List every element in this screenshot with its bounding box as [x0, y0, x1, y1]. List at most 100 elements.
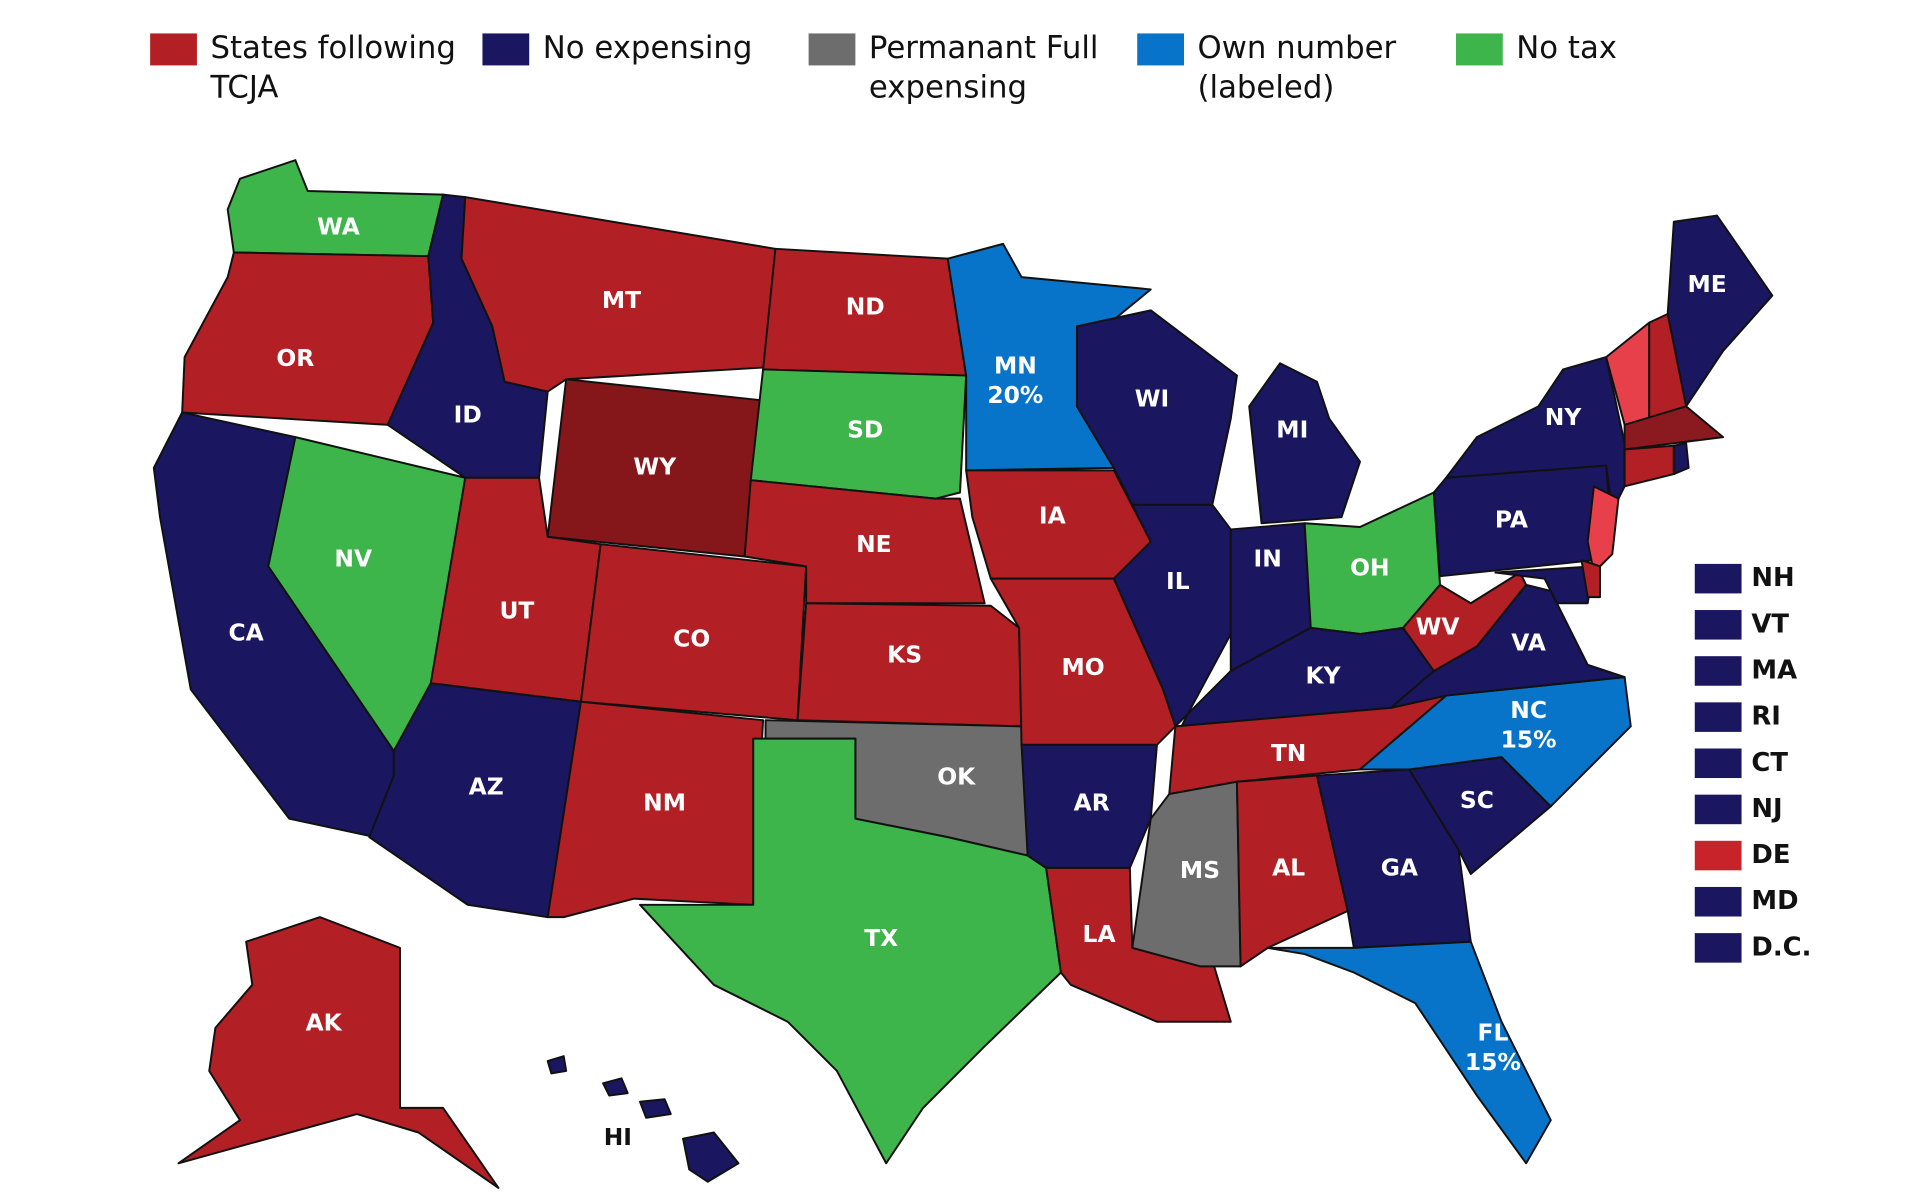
- state: [1248, 362, 1361, 525]
- small-state-label: CT: [1751, 748, 1788, 778]
- small-state-label: D.C.: [1751, 932, 1811, 962]
- legend-label: expensing: [869, 69, 1027, 105]
- state-label: WA: [317, 212, 360, 240]
- small-state-swatch: [1694, 933, 1742, 963]
- state-label: WY: [633, 452, 677, 480]
- state-label: OK: [937, 763, 976, 791]
- state: [1445, 356, 1626, 512]
- state-label: GA: [1381, 854, 1418, 882]
- state-label: TN: [1271, 739, 1307, 767]
- state-label: IN: [1254, 545, 1282, 573]
- state-label: CO: [673, 625, 710, 653]
- state-label: AL: [1272, 854, 1305, 882]
- state: [1672, 442, 1690, 476]
- state-label: UT: [499, 596, 534, 624]
- legend-swatch: [1456, 33, 1503, 66]
- states: [152, 159, 1774, 1189]
- small-state-swatch: [1694, 886, 1742, 917]
- legend-swatch: [808, 33, 856, 66]
- state: [682, 1131, 740, 1183]
- state: [1666, 214, 1774, 408]
- state: [602, 1077, 629, 1097]
- state: [546, 700, 765, 919]
- small-state-swatch: [1694, 840, 1742, 871]
- state: [226, 159, 445, 258]
- state-rate: 15%: [1501, 726, 1557, 754]
- state: [1235, 774, 1349, 968]
- state-label: SD: [847, 415, 883, 443]
- small-state-label: MA: [1751, 655, 1797, 685]
- state-label: MN: [994, 351, 1037, 379]
- state-label: ME: [1687, 270, 1726, 298]
- state-label: IA: [1039, 502, 1066, 530]
- state-label: MI: [1276, 415, 1308, 443]
- state-label: TX: [864, 924, 898, 952]
- state: [1112, 503, 1232, 728]
- state-rate: 15%: [1465, 1048, 1521, 1076]
- state: [1045, 866, 1232, 1023]
- small-state-swatch: [1694, 656, 1742, 686]
- legend-label: States following: [210, 30, 455, 66]
- state-label: LA: [1083, 920, 1116, 948]
- state: [177, 916, 500, 1189]
- state: [749, 368, 968, 500]
- state-rate: 20%: [987, 381, 1043, 409]
- state-label: OH: [1350, 553, 1389, 581]
- state-label: ND: [846, 292, 885, 320]
- state-label: MO: [1062, 653, 1105, 681]
- legend-label: No expensing: [543, 30, 753, 66]
- state-label: WV: [1416, 612, 1460, 640]
- legend-label: (labeled): [1198, 69, 1335, 105]
- state: [546, 1055, 568, 1075]
- state-label: IL: [1166, 567, 1190, 595]
- state: [639, 1098, 672, 1119]
- state-label: WI: [1135, 385, 1169, 413]
- state-label: AK: [306, 1009, 343, 1037]
- state: [1580, 559, 1601, 599]
- state: [1623, 444, 1675, 488]
- state-label: ID: [454, 401, 482, 429]
- state-label: FL: [1477, 1019, 1508, 1047]
- state-label: SC: [1460, 786, 1494, 814]
- state-label: NM: [643, 788, 686, 816]
- small-state-swatch: [1694, 748, 1742, 779]
- small-state-label: VT: [1751, 609, 1789, 639]
- small-state-label: MD: [1751, 886, 1798, 916]
- small-state-label: NJ: [1751, 794, 1782, 824]
- state-label: CA: [229, 619, 264, 647]
- state-label: MS: [1180, 856, 1220, 884]
- legend-label: Permanant Full: [869, 30, 1099, 66]
- state-label: NV: [334, 545, 372, 573]
- small-state-label: DE: [1751, 840, 1790, 870]
- state: [743, 479, 986, 605]
- small-state-swatch: [1694, 563, 1742, 594]
- small-state-label: RI: [1751, 702, 1781, 732]
- legend-swatch: [482, 33, 530, 66]
- small-state-swatch: [1694, 794, 1742, 825]
- legend-label: Own number: [1198, 30, 1397, 66]
- state-label: AZ: [469, 772, 504, 800]
- legend-swatch: [150, 33, 197, 66]
- state-label: VA: [1511, 628, 1546, 656]
- state: [1586, 485, 1620, 574]
- state: [639, 737, 1062, 1165]
- state-label: MT: [602, 286, 641, 314]
- state: [1266, 940, 1552, 1165]
- state-label: OR: [276, 344, 314, 372]
- state-label: NC: [1510, 696, 1547, 724]
- state: [181, 251, 435, 426]
- small-state-label: NH: [1751, 563, 1794, 593]
- state-label: NY: [1545, 403, 1583, 431]
- state: [1402, 571, 1528, 672]
- legend-swatch: [1137, 33, 1184, 66]
- state-label: PA: [1495, 505, 1528, 533]
- small-state-swatch: [1694, 702, 1742, 732]
- small-state-swatch: [1694, 610, 1742, 640]
- state-label: KS: [887, 641, 922, 669]
- state: [1623, 405, 1725, 451]
- state-label: NE: [856, 530, 892, 558]
- state-label: KY: [1306, 662, 1342, 690]
- state: [1494, 565, 1595, 605]
